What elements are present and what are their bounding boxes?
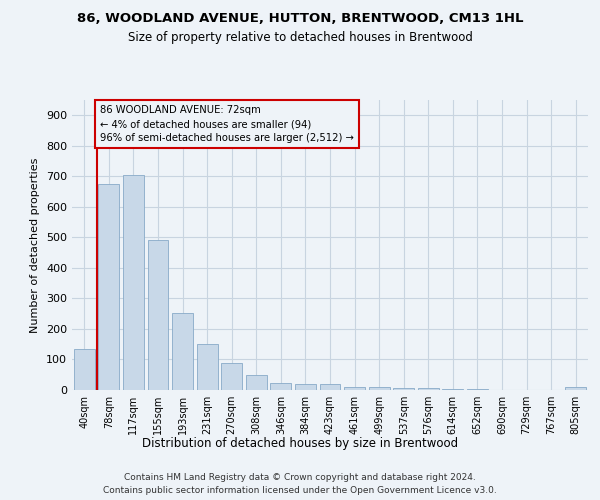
- Text: 86, WOODLAND AVENUE, HUTTON, BRENTWOOD, CM13 1HL: 86, WOODLAND AVENUE, HUTTON, BRENTWOOD, …: [77, 12, 523, 26]
- Bar: [246, 374, 267, 390]
- Bar: [148, 240, 169, 390]
- Text: Distribution of detached houses by size in Brentwood: Distribution of detached houses by size …: [142, 438, 458, 450]
- Bar: [271, 384, 292, 390]
- Bar: [418, 388, 439, 390]
- Bar: [221, 363, 242, 390]
- Bar: [393, 388, 414, 390]
- Bar: [172, 313, 193, 390]
- Bar: [123, 175, 144, 390]
- Bar: [368, 387, 389, 390]
- Bar: [565, 387, 586, 390]
- Y-axis label: Number of detached properties: Number of detached properties: [31, 158, 40, 332]
- Bar: [344, 386, 365, 390]
- Text: Contains HM Land Registry data © Crown copyright and database right 2024.: Contains HM Land Registry data © Crown c…: [124, 472, 476, 482]
- Bar: [98, 184, 119, 390]
- Bar: [320, 384, 340, 390]
- Text: 86 WOODLAND AVENUE: 72sqm
← 4% of detached houses are smaller (94)
96% of semi-d: 86 WOODLAND AVENUE: 72sqm ← 4% of detach…: [100, 106, 354, 144]
- Text: Size of property relative to detached houses in Brentwood: Size of property relative to detached ho…: [128, 31, 472, 44]
- Bar: [74, 349, 95, 390]
- Bar: [295, 384, 316, 390]
- Bar: [197, 344, 218, 390]
- Text: Contains public sector information licensed under the Open Government Licence v3: Contains public sector information licen…: [103, 486, 497, 495]
- Bar: [442, 389, 463, 390]
